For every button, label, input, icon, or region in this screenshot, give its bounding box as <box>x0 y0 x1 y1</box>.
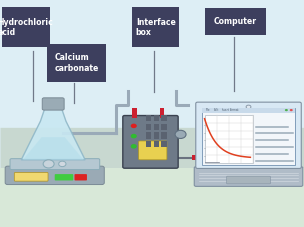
Text: Insert: Insert <box>222 108 230 112</box>
Text: File: File <box>206 108 210 112</box>
Bar <box>161 124 167 130</box>
FancyBboxPatch shape <box>5 166 104 185</box>
Bar <box>205 115 253 163</box>
Circle shape <box>290 109 293 111</box>
FancyBboxPatch shape <box>55 174 73 180</box>
Text: Format: Format <box>230 108 239 112</box>
FancyBboxPatch shape <box>196 102 301 168</box>
Text: Calcium
carbonate: Calcium carbonate <box>55 53 99 73</box>
Circle shape <box>131 134 137 138</box>
Circle shape <box>59 161 66 167</box>
Bar <box>146 124 151 130</box>
Bar <box>192 155 197 160</box>
FancyBboxPatch shape <box>42 98 64 110</box>
Polygon shape <box>132 7 179 47</box>
Circle shape <box>131 124 137 128</box>
Polygon shape <box>23 137 84 160</box>
Polygon shape <box>2 7 50 47</box>
Bar <box>154 124 159 130</box>
Polygon shape <box>21 109 85 160</box>
Text: Edit: Edit <box>214 108 219 112</box>
Circle shape <box>43 160 54 168</box>
Text: Hydrochloric
acid: Hydrochloric acid <box>0 18 54 37</box>
Text: Interface
box: Interface box <box>136 18 176 37</box>
Bar <box>154 141 159 147</box>
Bar <box>161 141 167 147</box>
Polygon shape <box>47 44 106 82</box>
Bar <box>202 108 295 113</box>
Text: Computer: Computer <box>214 17 257 26</box>
Bar <box>132 108 137 118</box>
FancyBboxPatch shape <box>226 176 271 184</box>
Bar <box>154 132 159 139</box>
Circle shape <box>131 144 137 149</box>
FancyBboxPatch shape <box>123 116 178 168</box>
Polygon shape <box>205 8 266 35</box>
Bar <box>161 115 167 121</box>
Bar <box>146 115 151 121</box>
Bar <box>154 115 159 121</box>
Bar <box>160 108 164 118</box>
FancyBboxPatch shape <box>194 167 303 186</box>
FancyBboxPatch shape <box>139 141 167 160</box>
Bar <box>0 168 304 227</box>
FancyBboxPatch shape <box>74 174 87 180</box>
Bar <box>146 132 151 139</box>
Circle shape <box>285 109 288 111</box>
Circle shape <box>246 105 251 109</box>
Bar <box>146 141 151 147</box>
Circle shape <box>175 130 186 138</box>
Bar <box>161 132 167 139</box>
FancyBboxPatch shape <box>10 159 100 170</box>
FancyBboxPatch shape <box>14 173 48 181</box>
Bar <box>202 108 295 165</box>
